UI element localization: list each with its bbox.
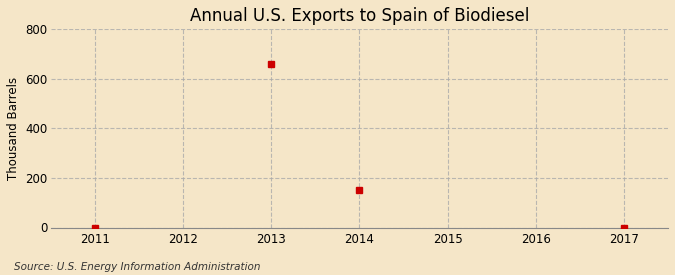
Text: Source: U.S. Energy Information Administration: Source: U.S. Energy Information Administ… [14, 262, 260, 272]
Y-axis label: Thousand Barrels: Thousand Barrels [7, 77, 20, 180]
Title: Annual U.S. Exports to Spain of Biodiesel: Annual U.S. Exports to Spain of Biodiese… [190, 7, 529, 25]
